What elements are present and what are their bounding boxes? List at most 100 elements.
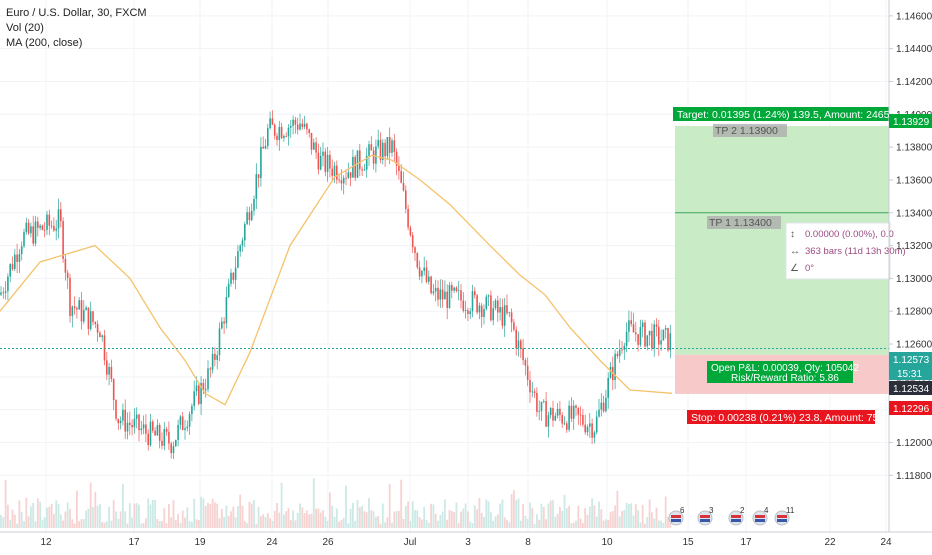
candle-body [524, 360, 527, 366]
candle-body [280, 126, 283, 139]
volume-bar [391, 522, 393, 528]
candle-body [322, 151, 324, 156]
candle-body [23, 231, 25, 247]
candle-body [398, 165, 400, 172]
candle-body [0, 292, 2, 295]
volume-bar [322, 510, 324, 528]
candle-body [55, 228, 57, 231]
measure-info-box[interactable]: ↕ 0.00000 (0.00%), 0.0 ↔ 363 bars (11d 1… [785, 222, 906, 280]
candle-body [83, 310, 85, 322]
volume-bar [462, 508, 465, 528]
time-tick-label: 22 [824, 537, 836, 548]
tp2-label[interactable]: TP 2 1.13900 [713, 124, 787, 137]
candle-body [85, 307, 87, 311]
candle-body [501, 307, 504, 326]
candle-body [165, 428, 168, 432]
candle-body [490, 295, 492, 321]
volume-bar [607, 520, 610, 528]
candle-body [464, 310, 467, 311]
candle-body [11, 264, 14, 270]
volume-bar [310, 513, 313, 528]
candle-body [331, 168, 333, 176]
legend-ma[interactable]: MA (200, close) [6, 37, 83, 49]
candle-body [57, 209, 60, 229]
volume-bar [625, 502, 628, 528]
candle-body [444, 291, 446, 300]
volume-bar [453, 512, 455, 528]
candle-body [416, 252, 419, 268]
volume-bar [448, 510, 451, 528]
volume-bar [584, 508, 587, 528]
volume-bar [487, 501, 490, 528]
candle-body [46, 214, 48, 230]
volume-bar [99, 504, 101, 528]
volume-bar [434, 513, 437, 528]
candle-body [129, 422, 131, 426]
price-tag-target-text: 1.13929 [893, 117, 930, 128]
time-axis[interactable]: 12 17 19 24 26 Jul 3 8 10 15 17 22 24 [40, 537, 892, 548]
candle-body [170, 443, 172, 454]
candle-body [152, 421, 154, 431]
price-tag-target: 1.13929 [889, 114, 932, 128]
volume-bar [230, 511, 232, 528]
candle-body [221, 321, 223, 329]
volume-bar [361, 506, 363, 528]
candle-body [34, 221, 37, 244]
candle-body [216, 355, 218, 360]
candle-body [324, 151, 327, 172]
candle-body [227, 283, 230, 298]
candle-body [503, 305, 506, 326]
volume-bar [66, 502, 69, 528]
legend-symbol[interactable]: Euro / U.S. Dollar, 30, FXCM [6, 7, 147, 19]
candle-body [99, 332, 101, 338]
candles [0, 110, 672, 459]
price-tick-label: 1.13000 [896, 274, 932, 285]
volume-bar [179, 523, 182, 528]
target-label[interactable]: Target: 0.01395 (1.24%) 139.5, Amount: 2… [673, 107, 904, 121]
volume-bar [94, 491, 97, 528]
legend-volume[interactable]: Vol (20) [6, 22, 44, 34]
volume-bar [85, 510, 87, 528]
volume-bar [43, 517, 46, 528]
candle-body [299, 123, 301, 130]
volume-bar [149, 504, 152, 528]
volume-bar [556, 513, 559, 528]
volume-bar [41, 520, 44, 528]
volume-bar [135, 503, 138, 528]
volume-bar [331, 505, 334, 528]
event-markers[interactable]: 6 3 2 4 11 [668, 506, 795, 526]
candle-body [193, 391, 195, 406]
candle-body [158, 424, 161, 441]
candle-body [73, 306, 76, 308]
candle-body [584, 424, 586, 433]
volume-bar [257, 506, 260, 528]
volume-bar [299, 503, 301, 528]
candle-body [271, 118, 274, 125]
volume-bar [110, 520, 113, 528]
volume-bar [301, 507, 304, 528]
stop-label[interactable]: Stop: 0.00238 (0.21%) 23.8, Amount: 750 [687, 410, 884, 424]
candle-body [607, 377, 609, 398]
candle-body [48, 214, 51, 226]
volume-bar [513, 490, 515, 528]
price-tick-label: 1.13800 [896, 143, 932, 154]
candle-body [405, 190, 407, 209]
volume-bar [62, 520, 64, 528]
event-flag-stripe [671, 515, 681, 518]
volume-bar [517, 498, 520, 528]
volume-bar [646, 517, 649, 528]
volume-bar [395, 511, 398, 528]
tp1-label[interactable]: TP 1 1.13400 [707, 216, 781, 229]
candle-body [37, 221, 39, 228]
volume-bar [630, 503, 633, 528]
candle-body [662, 329, 665, 341]
candle-body [547, 415, 550, 427]
open-pl-label[interactable]: Open P&L: 0.00039, Qty: 105042 Risk/Rewa… [707, 361, 859, 384]
candle-body [428, 276, 430, 282]
candle-body [347, 172, 350, 178]
time-tick-label: 24 [880, 537, 892, 548]
volume-bar [623, 510, 626, 528]
price-tick-label: 1.12000 [896, 438, 932, 449]
